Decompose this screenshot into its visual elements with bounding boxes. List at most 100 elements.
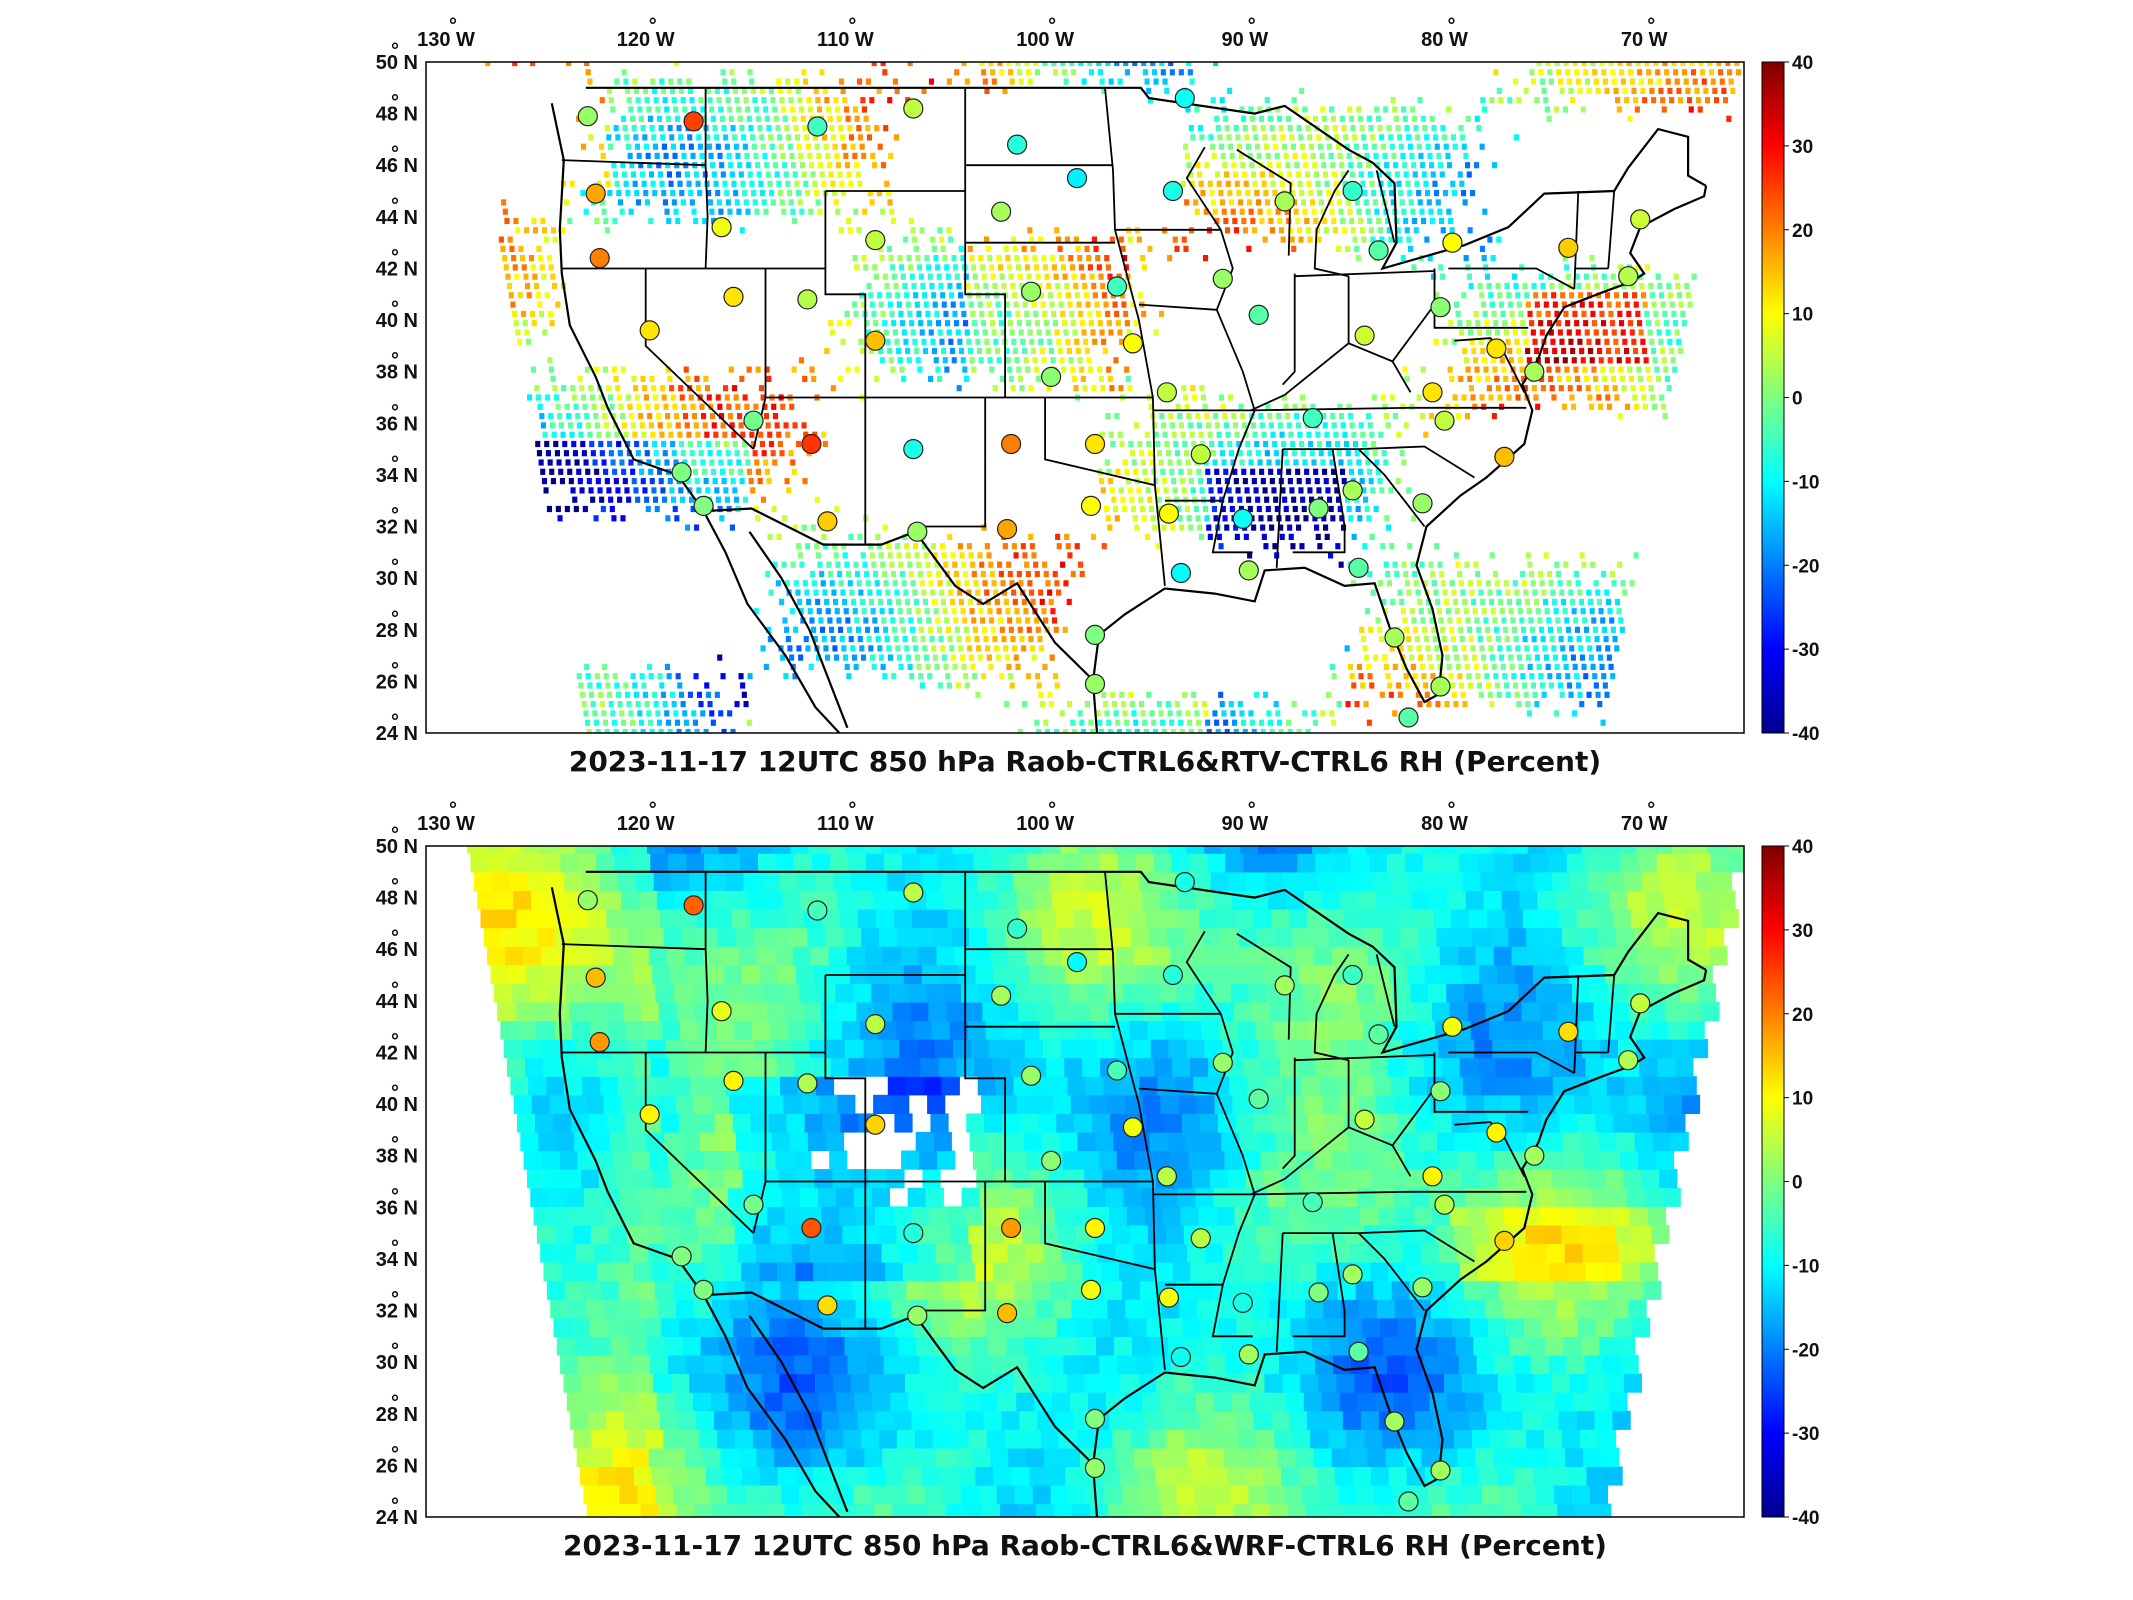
colorbar-tick-label: -40	[1792, 724, 1819, 745]
degree-symbol: °	[649, 15, 657, 37]
raob-station-marker	[1248, 1088, 1269, 1109]
lon-tick-label: 130 W	[417, 29, 475, 51]
raob-station-marker	[589, 1032, 610, 1053]
state-border	[1292, 448, 1346, 554]
lon-tick-label: 90 W	[1221, 813, 1268, 835]
raob-station-marker	[865, 1114, 886, 1135]
raob-station-marker	[1084, 624, 1106, 646]
state-border	[644, 268, 755, 450]
raob-station-marker	[1412, 493, 1433, 514]
degree-symbol: °	[1448, 15, 1456, 37]
top-map-figure: 130 W°120 W°110 W°100 W°90 W°80 W°70 W°5…	[376, 15, 1820, 778]
raob-station-marker	[1238, 1344, 1259, 1365]
raob-station-marker	[1384, 1411, 1405, 1432]
raob-station-marker	[1084, 1457, 1106, 1479]
state-border	[1104, 871, 1166, 1370]
lat-tick-label: 46 N	[376, 155, 418, 177]
raob-station-marker	[1348, 557, 1369, 578]
raob-station-marker	[1040, 1150, 1062, 1171]
state-border	[704, 87, 709, 269]
degree-symbol: °	[391, 453, 399, 475]
lon-tick-label: 120 W	[617, 29, 675, 51]
raob-station-marker	[1238, 560, 1259, 581]
state-border	[1433, 1052, 1529, 1113]
raob-station-marker	[801, 1217, 822, 1239]
raob-station-marker	[1084, 433, 1106, 455]
lat-tick-label: 30 N	[376, 1352, 418, 1374]
raob-stations	[577, 871, 1651, 1512]
raob-station-marker	[1442, 232, 1463, 253]
degree-symbol: °	[391, 1340, 399, 1362]
raob-station-marker	[1342, 480, 1363, 501]
state-border	[1138, 1087, 1217, 1095]
raob-station-marker	[1308, 498, 1329, 519]
lat-tick-label: 24 N	[376, 1507, 418, 1529]
degree-symbol: °	[449, 799, 457, 821]
lat-tick-label: 42 N	[376, 259, 418, 281]
raob-station-marker	[1162, 180, 1184, 202]
degree-symbol: °	[1248, 799, 1256, 821]
degree-symbol: °	[391, 659, 399, 681]
degree-symbol: °	[391, 1134, 399, 1156]
raob-station-marker	[903, 882, 924, 903]
colorbar-tick-label: -30	[1792, 640, 1819, 661]
degree-symbol: °	[391, 1031, 399, 1053]
state-border	[1250, 342, 1412, 412]
lon-tick-label: 100 W	[1016, 813, 1074, 835]
raob-station-marker	[1084, 673, 1106, 695]
degree-symbol: °	[391, 195, 399, 217]
lat-tick-label: 28 N	[376, 620, 418, 642]
raob-station-marker	[1170, 562, 1192, 584]
state-border	[1375, 954, 1396, 1027]
state-border	[1138, 303, 1217, 311]
raob-station-marker	[996, 1302, 1018, 1324]
state-border	[1391, 1088, 1436, 1146]
raob-station-marker	[1494, 446, 1515, 467]
state-border	[913, 397, 987, 528]
state-border	[1573, 974, 1580, 1074]
raob-station-marker	[1430, 297, 1451, 318]
lat-tick-label: 38 N	[376, 362, 418, 384]
raob-station-marker	[865, 1014, 886, 1035]
raob-station-marker	[577, 106, 598, 127]
raob-station-marker	[1274, 975, 1295, 996]
raob-station-marker	[589, 248, 610, 269]
raob-station-marker	[1174, 87, 1195, 109]
raob-station-marker	[1080, 1279, 1102, 1300]
lat-tick-label: 44 N	[376, 207, 418, 229]
lat-tick-label: 28 N	[376, 1404, 418, 1426]
raob-station-marker	[1274, 191, 1295, 212]
raob-station-marker	[807, 116, 828, 137]
lon-tick-label: 130 W	[417, 813, 475, 835]
raob-station-marker	[1486, 338, 1507, 359]
raob-station-marker	[907, 1305, 928, 1326]
lat-tick-label: 42 N	[376, 1043, 418, 1065]
raob-station-marker	[1006, 134, 1028, 155]
gulf-of-california-coast	[748, 1315, 849, 1513]
state-border	[1313, 169, 1350, 278]
degree-symbol: °	[649, 799, 657, 821]
colorbar	[1761, 61, 1785, 734]
state-border	[1185, 146, 1222, 231]
state-border	[1282, 1229, 1475, 1263]
raob-station-marker	[1342, 964, 1363, 986]
gulf-of-california-coast	[748, 531, 849, 729]
degree-symbol: °	[391, 92, 399, 114]
state-border	[1275, 449, 1284, 568]
state-border	[704, 871, 709, 1053]
colorbar-tick-label: 20	[1792, 1005, 1813, 1026]
lat-tick-label: 30 N	[376, 568, 418, 590]
colorbar-tick-label: 10	[1792, 1089, 1813, 1110]
raob-station-marker	[1618, 266, 1639, 287]
lat-tick-label: 50 N	[376, 836, 418, 858]
raob-station-marker	[903, 1223, 924, 1244]
lon-tick-label: 80 W	[1421, 813, 1468, 835]
state-border	[1236, 932, 1292, 1040]
mexico-border	[703, 1291, 1098, 1469]
raob-station-marker	[671, 1246, 692, 1267]
raob-station-marker	[817, 511, 838, 532]
lon-tick-label: 110 W	[817, 813, 874, 835]
raob-station-marker	[1248, 304, 1269, 325]
raob-station-marker	[1084, 1217, 1106, 1239]
raob-station-marker	[990, 985, 1012, 1006]
